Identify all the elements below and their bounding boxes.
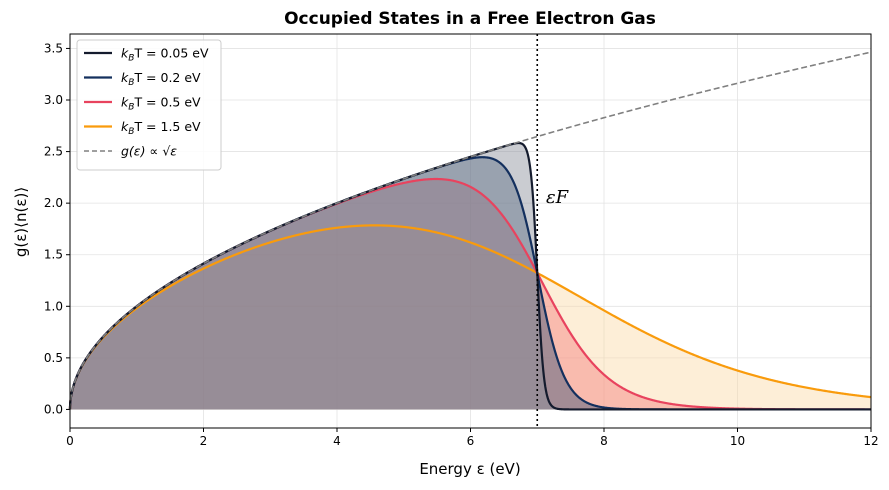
x-axis-title: Energy ε (eV) (419, 460, 520, 478)
x-tick-label: 6 (467, 434, 475, 448)
legend-label-prefix: k (121, 95, 129, 110)
legend-label-subscript: B (128, 78, 134, 88)
x-tick-label: 8 (600, 434, 608, 448)
series-fill-4 (70, 225, 871, 410)
x-tick-label: 12 (863, 434, 878, 448)
y-tick-label: 1.5 (44, 248, 63, 262)
x-tick-label: 2 (200, 434, 208, 448)
legend-label-prefix: k (121, 46, 129, 61)
y-axis-title: g(ε)⟨n(ε)⟩ (12, 187, 30, 257)
legend-label-prefix: k (121, 70, 129, 85)
x-tick-label: 4 (333, 434, 341, 448)
series-line-4 (68, 224, 872, 411)
fill-areas (70, 143, 871, 410)
y-tick-label: 2.5 (44, 145, 63, 159)
legend-label-subscript: B (128, 127, 134, 137)
series-fill-2 (70, 157, 871, 410)
legend-label-suffix: T = 0.5 eV (133, 95, 201, 110)
y-tick-label: 0.0 (44, 402, 63, 416)
legend-label-prefix: k (121, 119, 129, 134)
legend-label-3: kBT = 0.5 eV (121, 95, 201, 113)
y-tick-label: 0.5 (44, 351, 63, 365)
series-fill-3 (70, 179, 871, 410)
legend-label-suffix: T = 1.5 eV (133, 119, 201, 134)
y-tick-label: 2.0 (44, 196, 63, 210)
series-fill-1 (70, 143, 871, 410)
legend-label-4: kBT = 1.5 eV (121, 119, 201, 137)
legend-label-subscript: B (128, 54, 134, 64)
series-lines (68, 34, 872, 428)
legend-label-1: kBT = 0.05 eV (121, 46, 209, 64)
legend-box (76, 39, 222, 171)
legend-label-2: kBT = 0.2 eV (121, 70, 201, 88)
legend-label-suffix: T = 0.2 eV (133, 70, 201, 85)
axis-ticks: 0 2 4 6 8 10 12 0.0 0.5 1.0 1.5 2.0 2.5 3.0 3.5 (44, 41, 879, 448)
y-tick-label: 3.5 (44, 41, 63, 55)
dos-reference-curve (69, 51, 872, 410)
y-tick-label: 1.0 (44, 299, 63, 313)
legend-label-prefix: g(ε) ∝ √ε (121, 144, 177, 159)
x-tick-label: 0 (66, 434, 74, 448)
legend-label-5: g(ε) ∝ √ε (121, 144, 177, 159)
chart-title: Occupied States in a Free Electron Gas (284, 9, 656, 29)
grid (69, 34, 872, 428)
x-tick-label: 10 (730, 434, 745, 448)
y-tick-label: 3.0 (44, 93, 63, 107)
legend-label-suffix: T = 0.05 eV (133, 46, 209, 61)
legend-label-subscript: B (128, 103, 134, 113)
fermi-energy-annotation: εF (546, 187, 570, 208)
